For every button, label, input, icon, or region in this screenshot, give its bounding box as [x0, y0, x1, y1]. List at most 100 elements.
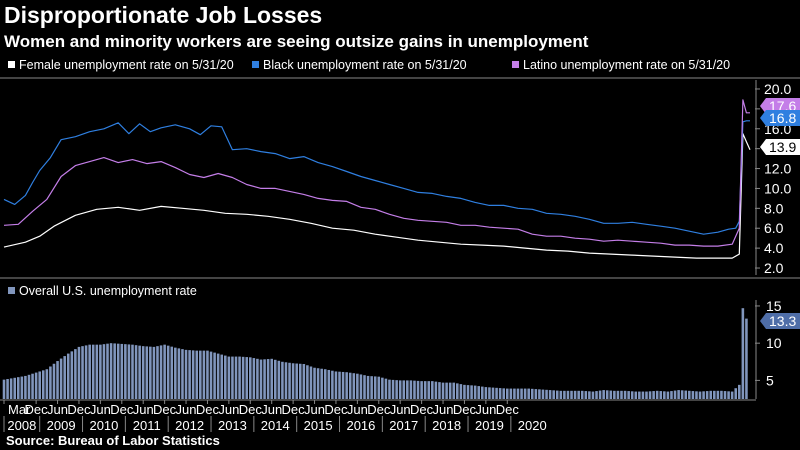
legend-label-female: Female unemployment rate on 5/31/20 [19, 58, 234, 72]
bar [370, 376, 373, 399]
bar [391, 379, 395, 399]
x-month-label: Jun [261, 402, 282, 417]
bar [680, 390, 684, 399]
bar [516, 388, 520, 399]
bar [530, 388, 534, 399]
bar [313, 367, 316, 399]
bar [174, 347, 177, 399]
bar [423, 381, 427, 399]
bar [666, 391, 670, 399]
bar [445, 382, 448, 399]
bar [641, 391, 645, 399]
bar [388, 379, 391, 399]
bar [466, 385, 470, 399]
bar [716, 390, 720, 399]
bar [316, 368, 320, 399]
bar [420, 381, 423, 399]
source-note: Source: Bureau of Labor Statistics [6, 433, 220, 448]
x-month-label: Jun [218, 402, 239, 417]
bar [602, 390, 605, 399]
bar [545, 389, 548, 399]
bar [259, 359, 263, 399]
bar [573, 390, 577, 399]
bar [34, 372, 38, 399]
bar [334, 371, 338, 399]
bar [623, 390, 627, 399]
bar [670, 391, 673, 399]
bar [645, 391, 648, 399]
chart-subtitle: Women and minority workers are seeing ou… [4, 32, 589, 51]
bar [302, 364, 306, 399]
bar [202, 350, 206, 399]
bar [209, 351, 213, 399]
bar [473, 385, 477, 399]
bar [177, 348, 181, 399]
bar [38, 371, 41, 399]
bar [338, 371, 341, 399]
x-year-label: 2016 [346, 418, 375, 433]
bar [534, 389, 538, 399]
bar [145, 346, 149, 399]
x-month-label: Jun [90, 402, 111, 417]
bar [566, 390, 570, 399]
bar [431, 381, 434, 399]
bar [295, 363, 298, 399]
bar [395, 380, 398, 399]
bar [456, 383, 459, 399]
x-year-label: 2011 [133, 418, 161, 433]
bar [249, 357, 252, 399]
bar [227, 356, 231, 399]
bar [77, 346, 81, 399]
x-year-label: 2009 [47, 418, 76, 433]
bar [691, 391, 695, 399]
bar [16, 377, 20, 399]
x-year-label: 2010 [89, 418, 118, 433]
bar [273, 359, 277, 399]
bar [498, 388, 502, 399]
bar [448, 382, 452, 399]
bar [727, 391, 730, 399]
bar [166, 345, 170, 399]
bar [609, 390, 613, 399]
bar [409, 380, 413, 399]
bar [277, 360, 281, 399]
bar [327, 369, 331, 399]
bar [109, 343, 113, 399]
x-month-label: Jun [390, 402, 411, 417]
bar [99, 344, 102, 399]
bar [652, 391, 655, 399]
bar [406, 380, 409, 399]
bar [149, 346, 152, 399]
bar [234, 356, 238, 399]
bar [124, 344, 127, 399]
bar [120, 343, 124, 399]
bar [577, 390, 580, 399]
series-line-female [3, 133, 751, 259]
bar [52, 363, 56, 399]
bar [723, 391, 727, 399]
x-month-label: Jun [47, 402, 68, 417]
bar [102, 344, 106, 399]
bar [341, 371, 345, 399]
bar [113, 343, 116, 399]
bar [470, 385, 473, 399]
bar [659, 391, 663, 399]
x-month-label: Jun [133, 402, 154, 417]
bar [152, 346, 156, 399]
y-tick-label: 4.0 [764, 240, 784, 256]
x-month-label: Jun [475, 402, 496, 417]
bar [127, 344, 131, 399]
top-line-chart: 20.018.016.014.012.010.08.06.04.02.017.6… [0, 77, 800, 276]
bar [266, 359, 270, 399]
bar [348, 372, 352, 399]
bar [438, 382, 441, 399]
x-month-label: Dec [239, 402, 263, 417]
bar [730, 391, 734, 399]
x-month-label: Jun [347, 402, 368, 417]
bar [452, 382, 456, 399]
bar [627, 391, 630, 399]
bar [45, 369, 49, 399]
x-year-label: 2014 [261, 418, 290, 433]
bar [284, 362, 288, 399]
